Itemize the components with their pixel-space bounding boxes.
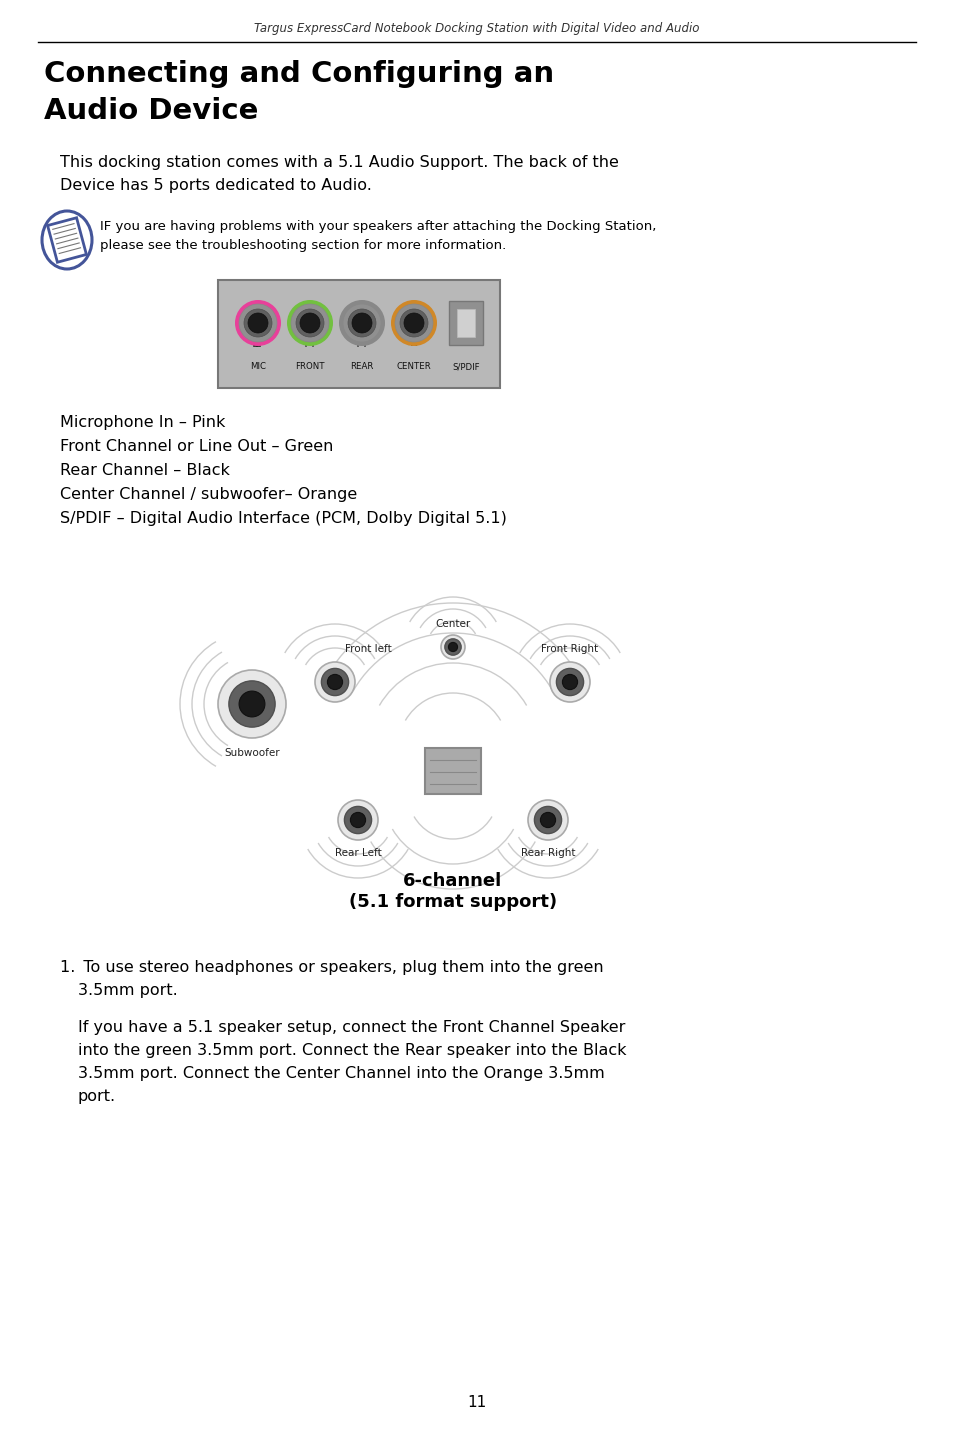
Circle shape [562, 674, 577, 690]
Text: 1. To use stereo headphones or speakers, plug them into the green: 1. To use stereo headphones or speakers,… [60, 960, 603, 975]
Bar [449, 301, 482, 345]
Circle shape [403, 313, 423, 333]
Circle shape [327, 674, 342, 690]
Text: S/PDIF – Digital Audio Interface (PCM, Dolby Digital 5.1): S/PDIF – Digital Audio Interface (PCM, D… [60, 511, 506, 527]
Text: 3.5mm port. Connect the Center Channel into the Orange 3.5mm: 3.5mm port. Connect the Center Channel i… [78, 1066, 604, 1080]
Text: REAR: REAR [350, 362, 374, 371]
Circle shape [348, 309, 375, 336]
Circle shape [550, 663, 589, 703]
Text: This docking station comes with a 5.1 Audio Support. The back of the: This docking station comes with a 5.1 Au… [60, 155, 618, 170]
Circle shape [309, 342, 311, 343]
Circle shape [295, 309, 324, 336]
Text: 6-channel: 6-channel [403, 871, 502, 890]
Text: Microphone In – Pink: Microphone In – Pink [60, 415, 225, 429]
Bar [456, 309, 475, 336]
Text: Targus ExpressCard Notebook Docking Station with Digital Video and Audio: Targus ExpressCard Notebook Docking Stat… [254, 21, 699, 34]
Circle shape [305, 342, 307, 343]
Circle shape [539, 813, 555, 827]
Text: Connecting and Configuring an: Connecting and Configuring an [44, 60, 554, 87]
Circle shape [312, 342, 314, 343]
Circle shape [416, 343, 417, 345]
Text: CENTER: CENTER [396, 362, 431, 371]
Circle shape [343, 303, 380, 342]
Circle shape [350, 813, 365, 827]
Text: Device has 5 ports dedicated to Audio.: Device has 5 ports dedicated to Audio. [60, 177, 372, 193]
Bar [424, 748, 480, 794]
Text: Rear Right: Rear Right [520, 849, 575, 859]
Circle shape [356, 342, 358, 343]
Text: port.: port. [78, 1089, 116, 1103]
Circle shape [229, 681, 274, 727]
Text: MIC: MIC [250, 362, 266, 371]
Circle shape [234, 301, 281, 346]
Circle shape [364, 345, 366, 346]
Text: 11: 11 [467, 1395, 486, 1410]
Circle shape [444, 638, 460, 655]
Text: If you have a 5.1 speaker setup, connect the Front Channel Speaker: If you have a 5.1 speaker setup, connect… [78, 1020, 625, 1035]
Text: Rear Left: Rear Left [335, 849, 381, 859]
Circle shape [356, 345, 358, 346]
Circle shape [361, 342, 362, 343]
Circle shape [448, 643, 457, 651]
Text: FRONT: FRONT [294, 362, 324, 371]
Circle shape [291, 303, 329, 342]
Bar [218, 280, 499, 388]
Text: Subwoofer: Subwoofer [224, 748, 279, 758]
Circle shape [440, 635, 464, 660]
Text: Audio Device: Audio Device [44, 97, 258, 124]
Circle shape [244, 309, 272, 336]
Text: Front Right: Front Right [541, 644, 598, 654]
Text: S/PDIF: S/PDIF [452, 362, 479, 371]
Circle shape [395, 303, 433, 342]
Circle shape [305, 345, 307, 346]
Circle shape [527, 800, 567, 840]
Text: 3.5mm port.: 3.5mm port. [78, 983, 177, 997]
Polygon shape [48, 218, 87, 262]
Text: Front left: Front left [345, 644, 392, 654]
Circle shape [321, 668, 348, 695]
Circle shape [344, 807, 372, 834]
Text: Rear Channel – Black: Rear Channel – Black [60, 464, 230, 478]
Circle shape [391, 301, 436, 346]
Circle shape [534, 807, 561, 834]
Circle shape [337, 800, 377, 840]
Bar [411, 341, 416, 346]
Circle shape [338, 301, 385, 346]
Text: please see the troubleshooting section for more information.: please see the troubleshooting section f… [100, 239, 506, 252]
Text: (5.1 format support): (5.1 format support) [349, 893, 557, 912]
Circle shape [407, 343, 410, 345]
Text: Center: Center [435, 620, 470, 630]
Circle shape [352, 313, 372, 333]
Circle shape [239, 691, 265, 717]
Circle shape [248, 313, 268, 333]
Circle shape [364, 342, 366, 343]
Circle shape [312, 345, 314, 346]
Text: into the green 3.5mm port. Connect the Rear speaker into the Black: into the green 3.5mm port. Connect the R… [78, 1043, 626, 1058]
Circle shape [299, 313, 319, 333]
Text: Front Channel or Line Out – Green: Front Channel or Line Out – Green [60, 439, 333, 454]
Circle shape [314, 663, 355, 703]
Circle shape [239, 303, 276, 342]
Text: Center Channel / subwoofer– Orange: Center Channel / subwoofer– Orange [60, 487, 356, 502]
Text: IF you are having problems with your speakers after attaching the Docking Statio: IF you are having problems with your spe… [100, 220, 656, 233]
Circle shape [287, 301, 333, 346]
Circle shape [399, 309, 428, 336]
Circle shape [218, 670, 286, 738]
Circle shape [556, 668, 583, 695]
